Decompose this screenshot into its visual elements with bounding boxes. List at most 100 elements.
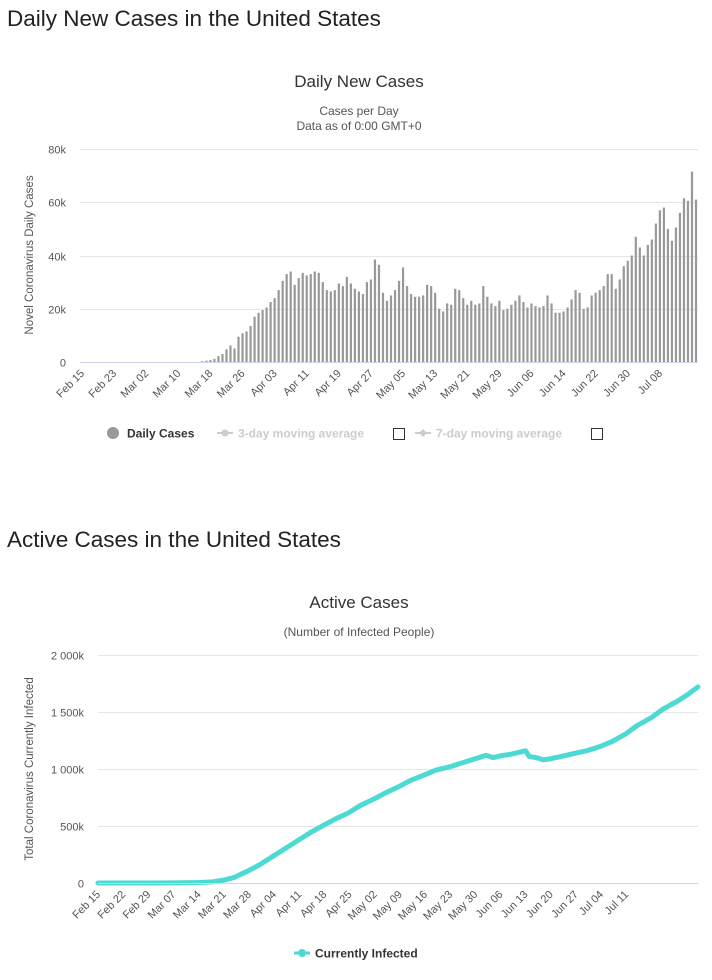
bar — [666, 228, 670, 363]
legend-item-3-day-moving-average[interactable]: 3-day moving average — [217, 427, 364, 441]
x-tick-label: Jun 20 — [524, 889, 556, 921]
bar — [341, 286, 344, 362]
x-tick-label: Feb 23 — [87, 368, 120, 401]
x-tick-label: Jun 27 — [549, 889, 581, 921]
y-tick-label: 1 000k — [51, 765, 85, 777]
bar — [313, 271, 316, 362]
legend-label-7-day: 7-day moving average — [436, 427, 562, 441]
bar — [277, 290, 280, 362]
y-tick-label: 1 500k — [51, 708, 85, 720]
chart-subtitle-line-1: Cases per Day — [319, 104, 398, 118]
bar — [401, 267, 405, 362]
grid-lines — [80, 149, 698, 310]
bar — [369, 279, 373, 362]
daily-new-cases-chart: Daily New Cases Cases per Day Data as of… — [24, 72, 698, 441]
legend-marker-7-day — [419, 429, 427, 437]
bar — [470, 300, 473, 362]
x-tick-label: Apr 27 — [345, 368, 376, 399]
x-tick-label: Mar 28 — [221, 889, 254, 922]
bar — [450, 304, 453, 362]
bar — [570, 299, 573, 362]
chart-title: Active Cases — [309, 593, 408, 612]
bar — [462, 298, 465, 362]
bar — [426, 284, 429, 362]
x-tick-label: Apr 18 — [298, 889, 329, 920]
bar — [213, 358, 216, 362]
bar — [393, 290, 397, 362]
bar — [502, 310, 505, 362]
bar — [626, 260, 629, 362]
x-tick-label: Jul 08 — [636, 368, 665, 397]
bar — [538, 307, 541, 362]
y-tick-label: 80k — [48, 145, 66, 157]
checkbox-3-day-moving-average[interactable] — [393, 428, 405, 440]
bar — [614, 288, 617, 362]
bar — [686, 200, 690, 362]
legend: Daily Cases 3-day moving average 7-day m… — [107, 427, 603, 441]
bar — [301, 272, 304, 362]
bar — [333, 290, 336, 362]
bar — [249, 326, 252, 362]
y-tick-label: 20k — [48, 305, 66, 317]
x-tick-label: Apr 19 — [313, 368, 344, 399]
bar — [257, 312, 260, 362]
bar — [289, 271, 292, 362]
bar — [466, 304, 469, 362]
bar — [422, 295, 425, 362]
y-axis-label: Total Coronavirus Currently Infected — [24, 677, 36, 860]
section-heading-daily-new-cases: Daily New Cases in the United States — [7, 6, 381, 31]
bar — [241, 333, 244, 362]
bar — [478, 303, 481, 362]
x-tick-label: Apr 03 — [248, 368, 279, 399]
x-tick-label: May 21 — [438, 368, 472, 402]
bar — [586, 307, 589, 362]
bar — [574, 290, 577, 362]
x-tick-label: May 29 — [471, 368, 505, 402]
legend-item-daily-cases[interactable]: Daily Cases — [107, 427, 195, 441]
x-tick-label: Jul 11 — [603, 889, 632, 918]
x-tick-label: Jun 14 — [537, 368, 569, 400]
bar — [678, 212, 682, 362]
bar — [377, 264, 381, 362]
bar — [209, 360, 212, 362]
bar — [253, 316, 256, 362]
legend-label-3-day: 3-day moving average — [238, 427, 364, 441]
bar — [546, 295, 549, 362]
y-axis-label: Novel Coronavirus Daily Cases — [24, 175, 36, 334]
bar — [590, 295, 593, 362]
bar — [417, 296, 421, 362]
y-tick-label: 2 000k — [51, 651, 85, 663]
checkbox-7-day-moving-average[interactable] — [591, 428, 603, 440]
bar — [622, 266, 625, 362]
bar — [345, 276, 348, 362]
chart-subtitle: (Number of Infected People) — [284, 625, 435, 639]
bar — [602, 286, 605, 362]
legend-marker-daily-cases — [107, 427, 119, 439]
legend-label-currently-infected: Currently Infected — [315, 947, 418, 961]
bar — [281, 280, 284, 362]
active-cases-chart: Active Cases (Number of Infected People)… — [24, 593, 701, 961]
grid-lines — [98, 655, 698, 827]
legend-item-7-day-moving-average[interactable]: 7-day moving average — [415, 427, 562, 441]
bar — [534, 306, 537, 362]
bar — [522, 302, 525, 362]
x-tick-label: Mar 10 — [151, 368, 184, 401]
bar — [506, 308, 509, 362]
bar — [337, 283, 340, 362]
bar — [630, 255, 633, 362]
bar-series — [201, 171, 698, 363]
bar — [297, 278, 300, 362]
bar — [365, 282, 369, 363]
bar — [510, 304, 513, 362]
bar — [634, 236, 637, 362]
bar — [201, 361, 204, 362]
bar — [542, 306, 545, 362]
legend-item-currently-infected[interactable]: Currently Infected — [294, 947, 418, 961]
bar — [530, 303, 533, 362]
bar — [646, 244, 649, 362]
section-heading-active-cases: Active Cases in the United States — [7, 527, 341, 552]
bar — [582, 308, 585, 362]
x-tick-label: Jul 04 — [577, 889, 606, 918]
bar — [474, 304, 477, 362]
